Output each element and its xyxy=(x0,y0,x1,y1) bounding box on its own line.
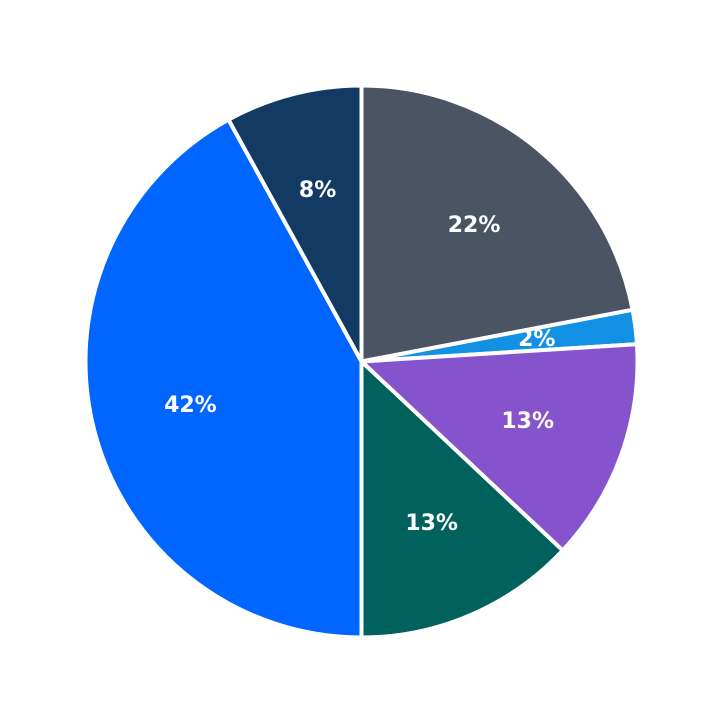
pie-slice-6 xyxy=(226,83,364,364)
pie-slice-label-6: 8% xyxy=(299,178,336,203)
pie-slice-label-4: 13% xyxy=(405,511,458,536)
pie-slice-label-3: 13% xyxy=(501,409,554,434)
pie-slice-4 xyxy=(359,359,565,640)
pie-slice-label-2: 2% xyxy=(518,327,555,352)
pie-slice-1 xyxy=(359,83,635,364)
pie-slice-3 xyxy=(359,342,640,553)
pie-labels: 22% 2% 13% 13% 42% 8% xyxy=(164,178,555,536)
pie-slices xyxy=(83,83,640,640)
pie-slice-label-1: 22% xyxy=(448,213,501,238)
pie-slice-5 xyxy=(83,117,364,640)
pie-slice-label-5: 42% xyxy=(164,393,217,418)
